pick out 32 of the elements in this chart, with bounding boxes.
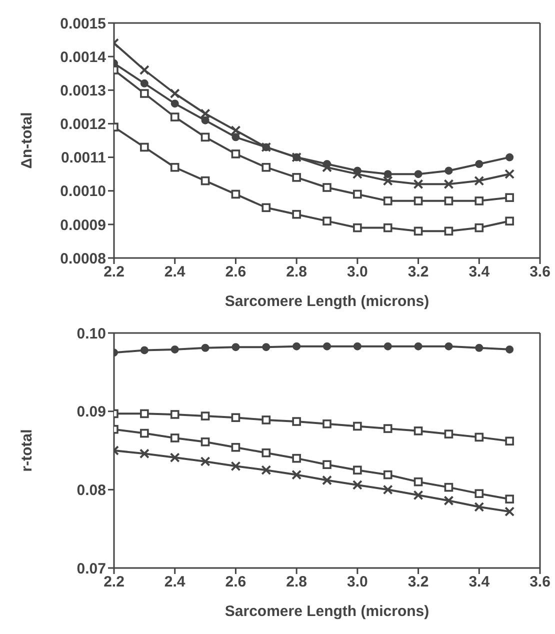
x-tick-label: 2.2 — [104, 574, 124, 591]
x-tick-label: 2.4 — [164, 574, 186, 591]
y-tick-label: 0.07 — [76, 560, 106, 578]
y-tick-label: 0.0013 — [60, 82, 106, 100]
y-tick-label: 0.10 — [76, 325, 106, 342]
y-tick-label: 0.0014 — [60, 48, 107, 66]
x-tick-label: 3.2 — [408, 574, 429, 591]
y-tick-label: 0.0010 — [60, 183, 106, 200]
x-tick-label: 3.0 — [347, 574, 368, 591]
x-tick-label: 2.8 — [286, 574, 307, 591]
x-tick-label: 3.4 — [468, 264, 490, 281]
x-tick-label: 2.6 — [225, 264, 246, 281]
x-tick-label: 3.0 — [347, 264, 368, 281]
y-tick-label: 0.08 — [76, 482, 106, 499]
x-tick-label: 2.8 — [286, 264, 307, 281]
y-tick-label: 0.0015 — [60, 15, 106, 32]
y-tick-label: 0.0008 — [60, 250, 106, 268]
x-tick-label: 2.6 — [225, 574, 246, 591]
y-axis-title: r-total — [18, 429, 36, 472]
y-tick-label: 0.0011 — [60, 150, 106, 167]
x-axis-title: Sarcomere Length (microns) — [224, 603, 430, 620]
x-tick-label: 3.4 — [468, 574, 490, 591]
x-tick-label: 3.6 — [530, 574, 550, 591]
x-tick-label: 2.2 — [104, 264, 124, 281]
y-tick-label: 0.0012 — [60, 116, 106, 134]
x-tick-label: 3.2 — [408, 264, 429, 281]
x-tick-label: 2.4 — [164, 264, 186, 281]
x-axis-title: Sarcomere Length (microns) — [224, 293, 430, 310]
x-tick-label: 3.6 — [530, 264, 550, 281]
y-tick-label: 0.09 — [76, 404, 106, 421]
y-tick-label: 0.0009 — [60, 216, 106, 234]
y-axis-title: Δn-total — [18, 112, 36, 169]
